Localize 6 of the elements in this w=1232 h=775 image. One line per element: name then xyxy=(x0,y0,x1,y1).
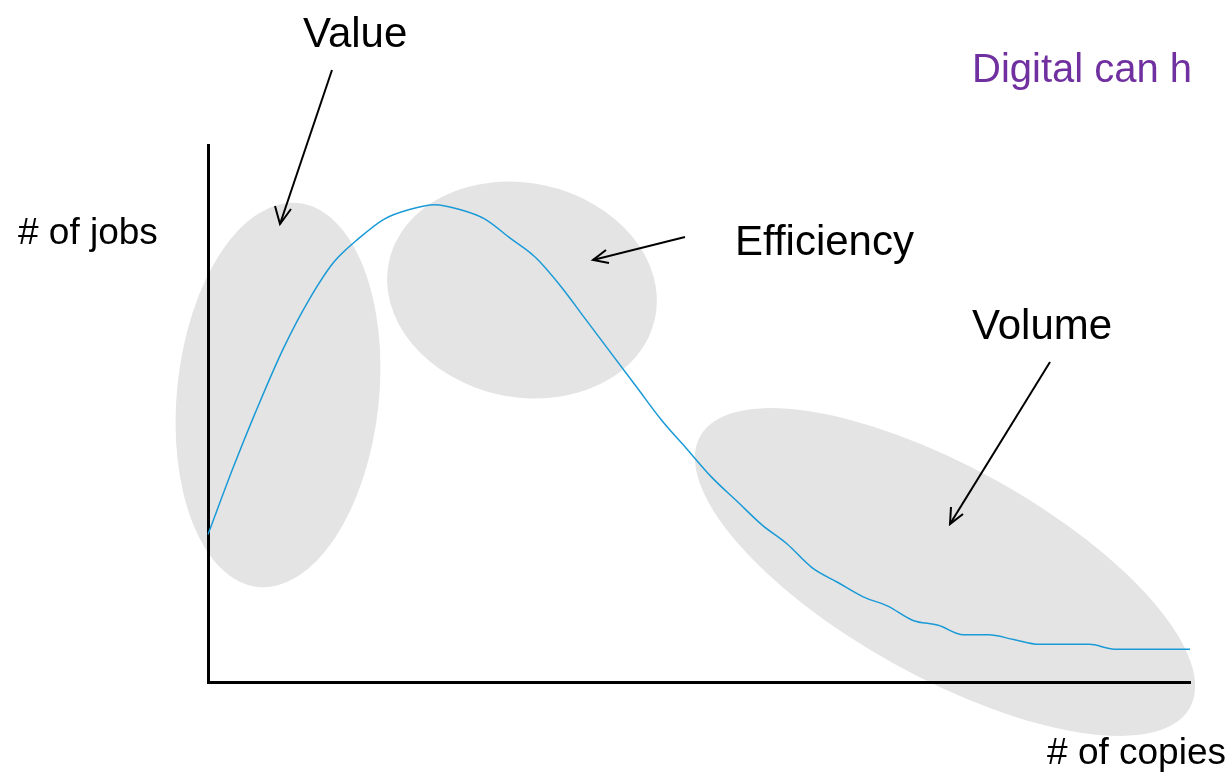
chart-title: Digital can h xyxy=(972,46,1193,90)
text: Value xyxy=(303,9,408,56)
annotation: Efficiency xyxy=(735,217,914,264)
annotation: Volume xyxy=(972,301,1113,348)
x-axis-title: # of copies xyxy=(1047,731,1226,772)
y-axis-title: # of jobs xyxy=(18,211,158,252)
